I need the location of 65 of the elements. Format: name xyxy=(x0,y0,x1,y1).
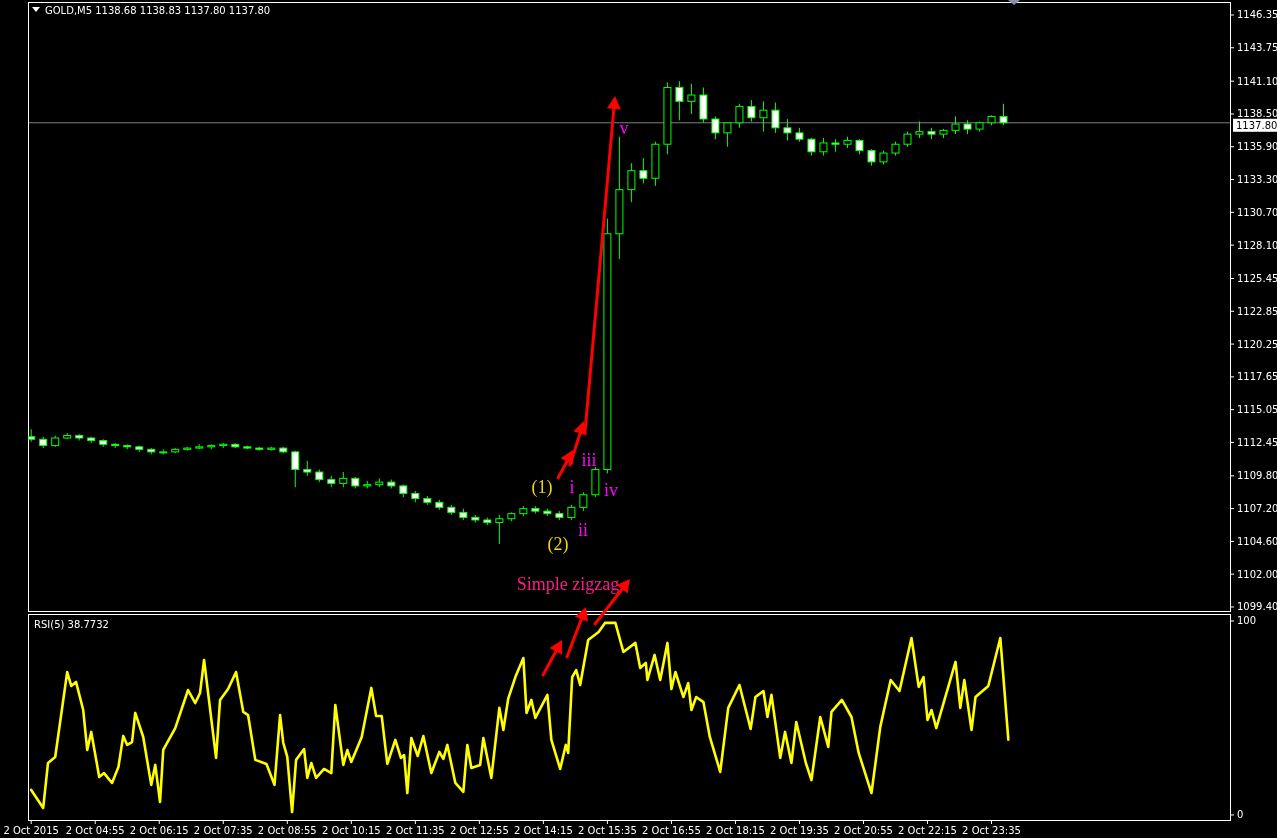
x-tick-label: 2 Oct 22:15 xyxy=(898,824,957,836)
y-tick-label: 1099.40 xyxy=(1237,601,1277,613)
y-tick-label: 1133.30 xyxy=(1237,174,1277,186)
candlestick xyxy=(291,450,300,488)
candlestick xyxy=(711,115,720,140)
y-tick-label: 1107.20 xyxy=(1237,503,1277,515)
y-tick-label: 1102.00 xyxy=(1237,568,1277,580)
x-tick-label: 2 Oct 06:15 xyxy=(129,824,189,836)
x-tick-label: 2 Oct 18:15 xyxy=(706,824,765,836)
x-tick-label: 2 Oct 04:55 xyxy=(65,824,125,836)
y-tick-label: 1146.35 xyxy=(1237,9,1277,21)
y-tick-label: 1138.50 xyxy=(1237,108,1277,120)
candlestick xyxy=(771,102,780,134)
candlestick xyxy=(759,100,768,133)
annotation: iii xyxy=(581,450,597,470)
y-tick-label: 1141.10 xyxy=(1237,75,1277,87)
y-tick-label: 1115.05 xyxy=(1237,404,1277,416)
y-tick-label: 1125.45 xyxy=(1237,273,1277,285)
text: RSI(5) 38.7732 xyxy=(34,618,109,630)
candlestick xyxy=(783,118,792,141)
x-tick-label: 2 Oct 08:55 xyxy=(257,824,317,836)
line-series xyxy=(29,621,1010,814)
x-tick-label: 2 Oct 11:35 xyxy=(385,824,445,836)
candlestick xyxy=(639,157,648,184)
y-tick-label: 1130.70 xyxy=(1237,206,1277,218)
y-tick-label: 100 xyxy=(1237,615,1257,627)
x-tick-label: 2 Oct 2015 xyxy=(3,824,59,836)
annotation: iv xyxy=(603,480,619,500)
y-tick-label: 1135.90 xyxy=(1237,141,1277,153)
annotation: Simple zigzag xyxy=(516,574,620,594)
y-tick-label: 0 xyxy=(1237,809,1244,821)
x-tick-label: 2 Oct 20:55 xyxy=(834,824,893,836)
candlestick xyxy=(723,122,732,148)
x-tick-label: 2 Oct 23:35 xyxy=(962,824,1021,836)
x-tick-label: 2 Oct 16:55 xyxy=(642,824,701,836)
y-tick-label: 1128.10 xyxy=(1237,239,1277,251)
x-tick-label: 2 Oct 12:55 xyxy=(449,824,509,836)
y-tick-label: 1117.65 xyxy=(1237,371,1277,383)
candlestick xyxy=(627,162,636,203)
annotation: v xyxy=(619,118,629,138)
candlestick xyxy=(687,83,696,115)
chart-title: GOLD,M5 1138.68 1138.83 1137.80 1137.80 xyxy=(45,4,271,16)
candlestick xyxy=(579,491,588,512)
y-tick-label: 1143.75 xyxy=(1237,42,1277,54)
y-tick-label: 1112.45 xyxy=(1237,436,1277,448)
candlestick xyxy=(735,103,744,129)
annotation: (2) xyxy=(547,534,569,555)
candlestick xyxy=(699,86,708,124)
x-tick-label: 2 Oct 15:35 xyxy=(577,824,637,836)
annotation: i xyxy=(569,477,575,497)
x-tick-label: 2 Oct 14:15 xyxy=(513,824,573,836)
ref-line-label: 1137.80 xyxy=(1236,119,1277,131)
x-tick-label: 2 Oct 07:35 xyxy=(193,824,253,836)
x-tick-label: 2 Oct 19:35 xyxy=(770,824,829,836)
annotation: (1) xyxy=(531,477,553,498)
annotation: ii xyxy=(577,520,589,540)
candlestick xyxy=(495,514,504,545)
candlestick xyxy=(747,99,756,123)
candlestick xyxy=(675,80,684,121)
y-tick-label: 1109.80 xyxy=(1237,470,1277,482)
y-tick-label: 1122.85 xyxy=(1237,305,1277,317)
x-tick-label: 2 Oct 10:15 xyxy=(321,824,381,836)
y-tick-label: 1120.25 xyxy=(1237,338,1277,350)
y-tick-label: 1104.60 xyxy=(1237,535,1277,547)
candlestick xyxy=(999,103,1008,126)
